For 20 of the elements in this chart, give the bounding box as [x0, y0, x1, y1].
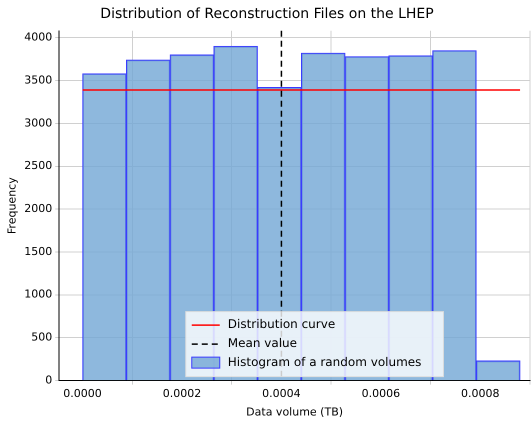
y-tick-label: 1500	[24, 244, 52, 258]
x-tick-label: 0.0008	[461, 387, 500, 400]
chart-title: Distribution of Reconstruction Files on the LHEP	[100, 6, 434, 22]
legend-label: Histogram of a random volumes	[228, 355, 422, 370]
x-tick-label: 0.0000	[63, 387, 102, 400]
y-axis-title: Frequency	[5, 176, 18, 234]
x-tick-label: 0.0002	[162, 387, 202, 400]
x-axis-title: Data volume (TB)	[246, 405, 344, 418]
y-tick-label: 500	[31, 330, 52, 344]
y-tick-label: 0	[45, 373, 52, 386]
y-tick-label: 3500	[24, 73, 52, 86]
y-tick-label: 4000	[24, 30, 52, 44]
legend-label: Distribution curve	[228, 317, 336, 332]
x-tick-label: 0.0006	[362, 387, 400, 400]
y-tick-label: 3000	[24, 116, 52, 130]
x-tick-label: 0.0004	[262, 387, 301, 400]
y-tick-label: 2000	[24, 202, 52, 215]
y-tick-label: 1000	[24, 288, 52, 301]
ref-line-label: Mean value	[228, 336, 298, 350]
y-tick-label: 2500	[24, 159, 52, 172]
